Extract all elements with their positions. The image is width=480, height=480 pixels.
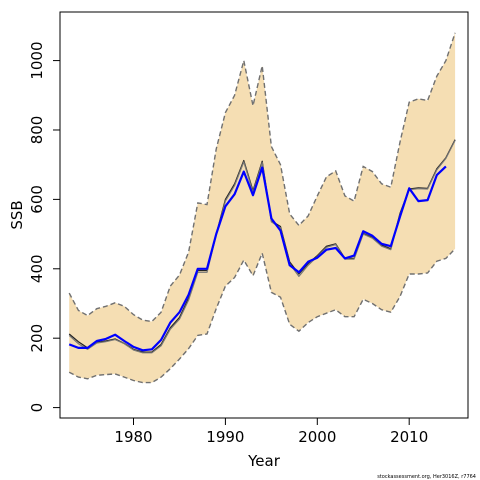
- confidence-band: [68, 32, 456, 384]
- y-tick-label: 200: [28, 324, 46, 353]
- x-tick-label: 2010: [390, 428, 428, 446]
- y-tick-label: 400: [28, 254, 46, 283]
- x-tick-label: 1990: [206, 428, 244, 446]
- x-tick-label: 2000: [298, 428, 336, 446]
- y-tick-label: 0: [28, 403, 46, 413]
- y-tick-label: 600: [28, 185, 46, 214]
- y-axis-title: SSB: [8, 200, 26, 229]
- y-tick-label: 800: [28, 116, 46, 145]
- series-line-2: [68, 140, 456, 354]
- y-tick-label: 1000: [28, 41, 46, 79]
- confidence-band-lower: [68, 248, 456, 384]
- x-axis-title: Year: [247, 452, 281, 470]
- series-lines: [68, 139, 456, 354]
- source-footnote: stockassessment.org, Her3016Z, r7764: [377, 474, 476, 480]
- y-axis: 0 200 400 600 800 1000: [28, 41, 61, 413]
- confidence-band-upper: [68, 32, 456, 323]
- confidence-band-area: [69, 32, 456, 383]
- x-tick-label: 1980: [114, 428, 152, 446]
- x-axis: 1980 1990 2000 2010: [114, 417, 428, 446]
- series-line-3: [68, 165, 447, 352]
